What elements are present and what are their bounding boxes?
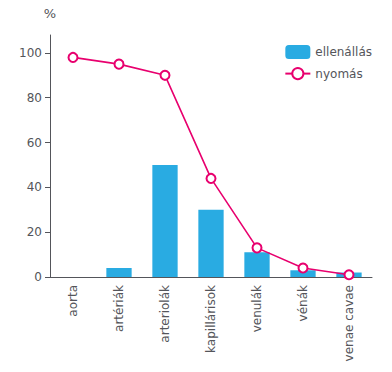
svg-text:venae cavae: venae cavae	[342, 285, 356, 361]
svg-text:20: 20	[27, 225, 42, 239]
svg-text:aorta: aorta	[66, 285, 80, 317]
svg-text:arteriolák: arteriolák	[158, 285, 172, 343]
svg-text:80: 80	[27, 91, 42, 105]
svg-text:artériák: artériák	[112, 285, 126, 332]
svg-text:ellenállás: ellenállás	[315, 45, 372, 59]
svg-text:40: 40	[27, 180, 42, 194]
svg-text:kapillárisok: kapillárisok	[204, 285, 218, 353]
svg-text:venulák: venulák	[250, 285, 264, 332]
svg-text:vénák: vénák	[296, 285, 310, 321]
svg-text:60: 60	[27, 136, 42, 150]
svg-text:100: 100	[19, 46, 42, 60]
svg-text:nyomás: nyomás	[315, 67, 362, 81]
svg-text:0: 0	[34, 270, 42, 284]
svg-text:%: %	[44, 6, 56, 21]
